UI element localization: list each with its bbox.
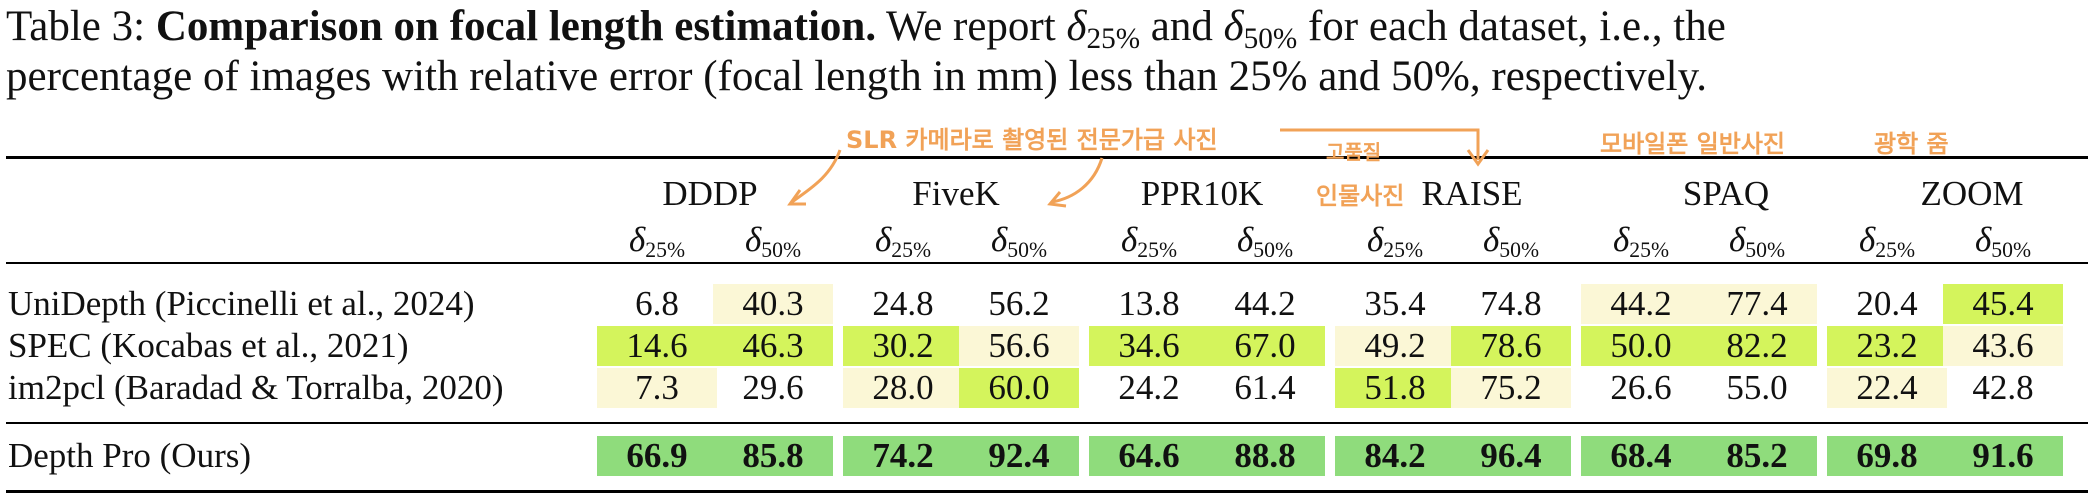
metric-header: δ50% xyxy=(1728,220,1786,263)
caption-line-1: Table 3: Comparison on focal length esti… xyxy=(6,2,2092,56)
table-cell: 74.8 xyxy=(1480,284,1542,323)
table-cell: 35.4 xyxy=(1364,284,1426,323)
table-cell: 29.6 xyxy=(742,368,804,407)
table-cell: 51.8 xyxy=(1335,368,1455,408)
table-cell: 20.4 xyxy=(1856,284,1918,323)
metric-header: δ50% xyxy=(1974,220,2032,263)
table-cell: 60.0 xyxy=(959,368,1079,408)
table-cell: 40.3 xyxy=(713,284,833,324)
table-cell: 66.9 xyxy=(597,436,717,476)
table-cell: 67.0 xyxy=(1205,326,1325,366)
table-caption: Table 3: Comparison on focal length esti… xyxy=(6,2,2092,102)
table-cell: 45.4 xyxy=(1943,284,2063,324)
metric-header: δ25% xyxy=(1612,220,1670,263)
dataset-header-ppr10k: PPR10K xyxy=(1140,174,1264,213)
table-cell: 13.8 xyxy=(1118,284,1180,323)
table-cell: 77.4 xyxy=(1697,284,1817,324)
caption-line-2: percentage of images with relative error… xyxy=(6,53,1708,100)
table-cell: 14.6 xyxy=(597,326,717,366)
caption-text-3: for each dataset, i.e., the xyxy=(1297,3,1726,50)
annotation-high-quality: 고품질 xyxy=(1326,140,1382,164)
table-cell: 61.4 xyxy=(1234,368,1296,407)
caption-heading: Comparison on focal length estimation. xyxy=(155,3,877,50)
table-cell: 42.8 xyxy=(1972,368,2034,407)
table-cell: 28.0 xyxy=(843,368,963,408)
annotation-slr-photos: SLR 카메라로 촬영된 전문가급 사진 xyxy=(846,126,1218,154)
table-cell: 6.8 xyxy=(635,284,679,323)
table-cell: 46.3 xyxy=(713,326,833,366)
table-cell: 68.4 xyxy=(1581,436,1701,476)
metric-header: δ25% xyxy=(628,220,686,263)
table-cell: 22.4 xyxy=(1827,368,1947,408)
header-rule xyxy=(6,262,2088,264)
table-cell: 74.2 xyxy=(843,436,963,476)
annotation-optical-zoom: 광학 줌 xyxy=(1874,130,1949,158)
table-cell: 55.0 xyxy=(1726,368,1788,407)
table-cell: 43.6 xyxy=(1943,326,2063,366)
metric-header: δ25% xyxy=(1858,220,1916,263)
caption-text-2: and xyxy=(1140,3,1224,50)
annotation-mobile-photos: 모바일폰 일반사진 xyxy=(1600,130,1785,158)
metric-header: δ50% xyxy=(1236,220,1294,263)
table-cell: 84.2 xyxy=(1335,436,1455,476)
table-cell: 56.2 xyxy=(988,284,1050,323)
top-rule xyxy=(6,156,2088,159)
bottom-rule xyxy=(6,490,2088,493)
metric-header: δ50% xyxy=(744,220,802,263)
metric-header: δ25% xyxy=(874,220,932,263)
dataset-header-dddp: DDDP xyxy=(662,174,758,213)
table-cell: 92.4 xyxy=(959,436,1079,476)
row-label-depth-pro: Depth Pro (Ours) xyxy=(8,436,252,475)
dataset-header-zoom: ZOOM xyxy=(1920,174,2024,213)
table-cell: 88.8 xyxy=(1205,436,1325,476)
row-label-unidepth: UniDepth (Piccinelli et al., 2024) xyxy=(8,284,475,323)
table-cell: 69.8 xyxy=(1827,436,1947,476)
table-cell: 7.3 xyxy=(597,368,717,408)
table-cell: 85.2 xyxy=(1697,436,1817,476)
table-cell: 91.6 xyxy=(1943,436,2063,476)
table-cell: 24.2 xyxy=(1118,368,1180,407)
table-cell: 23.2 xyxy=(1827,326,1947,366)
caption-prefix: Table 3: xyxy=(6,3,156,50)
metric-header: δ50% xyxy=(990,220,1048,263)
table-cell: 82.2 xyxy=(1697,326,1817,366)
row-label-im2pcl: im2pcl (Baradad & Torralba, 2020) xyxy=(8,368,504,407)
table-cell: 44.2 xyxy=(1234,284,1296,323)
table-cell: 85.8 xyxy=(713,436,833,476)
table-cell: 26.6 xyxy=(1610,368,1672,407)
table-cell: 96.4 xyxy=(1451,436,1571,476)
table-cell: 78.6 xyxy=(1451,326,1571,366)
dataset-header-fivek: FiveK xyxy=(912,174,1000,213)
caption-math-delta25: δ25% xyxy=(1066,3,1141,56)
body-rule xyxy=(6,422,2088,424)
metric-header: δ25% xyxy=(1366,220,1424,263)
table-cell: 64.6 xyxy=(1089,436,1209,476)
dataset-header-spaq: SPAQ xyxy=(1682,174,1770,213)
caption-math-delta50: δ50% xyxy=(1223,3,1298,56)
caption-text-1: We report xyxy=(876,3,1067,50)
metric-header: δ25% xyxy=(1120,220,1178,263)
table-cell: 34.6 xyxy=(1089,326,1209,366)
table-cell: 49.2 xyxy=(1335,326,1455,366)
dataset-header-raise: RAISE xyxy=(1421,174,1523,213)
annotation-portrait: 인물사진 xyxy=(1316,182,1405,210)
table-cell: 30.2 xyxy=(843,326,963,366)
table-cell: 50.0 xyxy=(1581,326,1701,366)
table-cell: 44.2 xyxy=(1581,284,1701,324)
metric-header: δ50% xyxy=(1482,220,1540,263)
table-cell: 56.6 xyxy=(959,326,1079,366)
table-cell: 24.8 xyxy=(872,284,934,323)
table-cell: 75.2 xyxy=(1451,368,1571,408)
row-label-spec: SPEC (Kocabas et al., 2021) xyxy=(8,326,409,365)
